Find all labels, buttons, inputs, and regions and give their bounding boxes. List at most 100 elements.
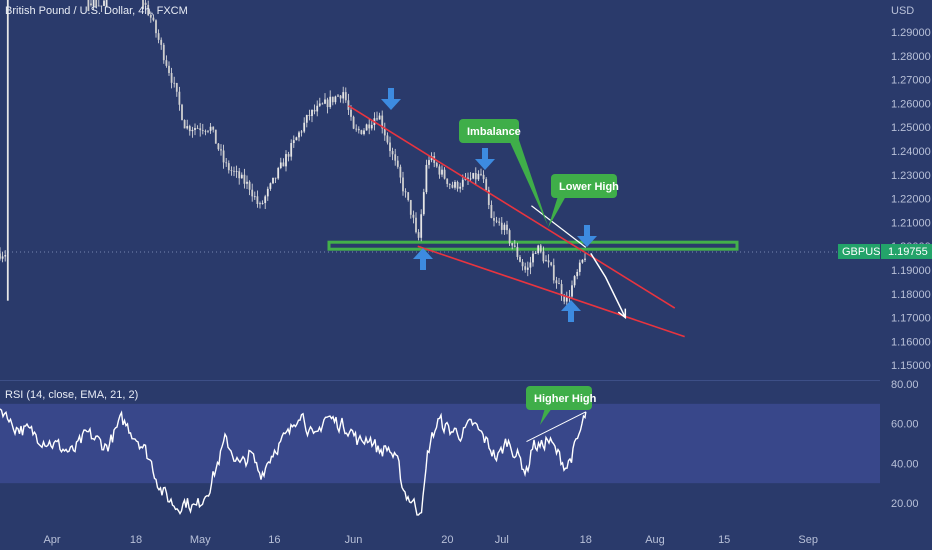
candle-body bbox=[142, 0, 144, 10]
price-tag-bg bbox=[881, 244, 932, 259]
candle-body bbox=[207, 130, 209, 132]
candle-body bbox=[170, 72, 173, 83]
candle-body bbox=[578, 262, 581, 272]
price-tag[interactable]: GBPUSD 1.19755 bbox=[838, 244, 932, 259]
candle-body bbox=[256, 196, 259, 204]
lower-high-label: Lower High bbox=[559, 181, 619, 193]
candle-body bbox=[105, 0, 108, 7]
candle-body bbox=[318, 103, 321, 106]
candle-body bbox=[521, 261, 524, 267]
candle-body bbox=[394, 154, 397, 161]
projection-path[interactable] bbox=[590, 252, 627, 318]
candle-body bbox=[402, 177, 404, 192]
candle-body bbox=[415, 217, 417, 233]
price-tick-label: 1.19000 bbox=[891, 265, 931, 277]
candle-body bbox=[412, 214, 415, 218]
candle-body bbox=[253, 196, 256, 198]
candle-body bbox=[290, 143, 293, 157]
price-tick-label: 1.29000 bbox=[891, 27, 931, 39]
candlestick-series[interactable] bbox=[0, 0, 586, 306]
rsi-higher-high-line[interactable] bbox=[526, 411, 587, 442]
candle-body bbox=[485, 179, 488, 191]
candle-body bbox=[251, 189, 254, 197]
candle-body bbox=[565, 296, 568, 302]
candle-body bbox=[261, 203, 264, 204]
candle-body bbox=[508, 230, 511, 244]
candle-body bbox=[144, 2, 147, 5]
candle-body bbox=[342, 92, 345, 99]
candle-body bbox=[1, 256, 4, 259]
price-tick-label: 1.27000 bbox=[891, 75, 931, 87]
time-tick-label: Jul bbox=[495, 534, 509, 546]
candle-body bbox=[500, 222, 503, 230]
candle-body bbox=[225, 162, 228, 164]
candle-body bbox=[526, 267, 529, 270]
candle-body bbox=[311, 109, 313, 117]
candle-body bbox=[331, 96, 334, 103]
candle-body bbox=[568, 296, 571, 297]
candle-body bbox=[391, 151, 394, 155]
time-tick-label: 16 bbox=[268, 534, 280, 546]
candle-body bbox=[147, 4, 150, 16]
up-arrow-marker bbox=[561, 300, 581, 322]
candle-body bbox=[552, 265, 555, 281]
time-tick-label: May bbox=[190, 534, 211, 546]
candle-body bbox=[370, 125, 373, 129]
marker-head bbox=[475, 159, 495, 170]
candle-body bbox=[352, 116, 355, 129]
candle-body bbox=[409, 200, 412, 215]
candle-body bbox=[339, 95, 342, 99]
candle-body bbox=[461, 179, 464, 187]
time-axis[interactable]: Apr 18 May 16 Jun 20 Jul 18 Aug 15 Sep bbox=[43, 534, 818, 546]
candle-body bbox=[186, 126, 189, 129]
higher-high-label: Higher High bbox=[534, 393, 597, 405]
candle-body bbox=[321, 103, 324, 105]
candle-body bbox=[511, 243, 514, 246]
candle-body bbox=[487, 190, 490, 205]
candle-body bbox=[381, 115, 384, 129]
candle-body bbox=[204, 130, 207, 132]
candle-body bbox=[269, 183, 272, 189]
candle-body bbox=[422, 192, 425, 215]
candle-body bbox=[90, 3, 92, 6]
candle-body bbox=[103, 0, 105, 6]
candle-body bbox=[87, 0, 90, 12]
candle-body bbox=[282, 162, 285, 167]
candle-body bbox=[279, 162, 282, 169]
candle-body bbox=[534, 253, 537, 254]
price-axis[interactable]: 1.29000 1.28000 1.27000 1.26000 1.25000 1.240… bbox=[891, 27, 931, 372]
candle-body bbox=[459, 186, 462, 189]
candle-body bbox=[201, 130, 204, 131]
candle-body bbox=[100, 5, 103, 7]
support-zone[interactable] bbox=[327, 240, 739, 251]
candle-body bbox=[157, 33, 160, 40]
rsi-series[interactable] bbox=[0, 408, 587, 516]
price-tick-label: 1.17000 bbox=[891, 313, 931, 325]
higher-high-callout[interactable]: Higher High bbox=[526, 386, 597, 425]
candle-body bbox=[472, 173, 475, 179]
candle-body bbox=[220, 149, 222, 151]
rsi-tick-label: 60.00 bbox=[891, 419, 919, 431]
trendlines[interactable] bbox=[348, 105, 685, 338]
candle-body bbox=[365, 124, 368, 131]
lower-high-callout[interactable]: Lower High bbox=[548, 174, 619, 228]
rsi-axis[interactable]: 80.00 60.00 40.00 20.00 bbox=[891, 379, 919, 510]
rsi-tick-label: 80.00 bbox=[891, 379, 919, 391]
candle-body bbox=[383, 128, 386, 136]
lower-high-trendline[interactable] bbox=[531, 205, 587, 248]
candle-body bbox=[181, 104, 183, 120]
candle-body bbox=[376, 118, 378, 120]
candle-body bbox=[168, 65, 170, 73]
time-tick-label: Aug bbox=[645, 534, 665, 546]
rsi-line[interactable] bbox=[0, 408, 587, 516]
candle-body bbox=[175, 83, 178, 92]
price-tick-label: 1.24000 bbox=[891, 146, 931, 158]
candle-body bbox=[438, 166, 441, 175]
imbalance-callout[interactable]: Imbalance bbox=[459, 119, 548, 226]
support-trendline[interactable] bbox=[417, 245, 685, 338]
candle-body bbox=[474, 173, 477, 180]
candle-body bbox=[482, 174, 485, 180]
resistance-trendline[interactable] bbox=[348, 105, 676, 309]
